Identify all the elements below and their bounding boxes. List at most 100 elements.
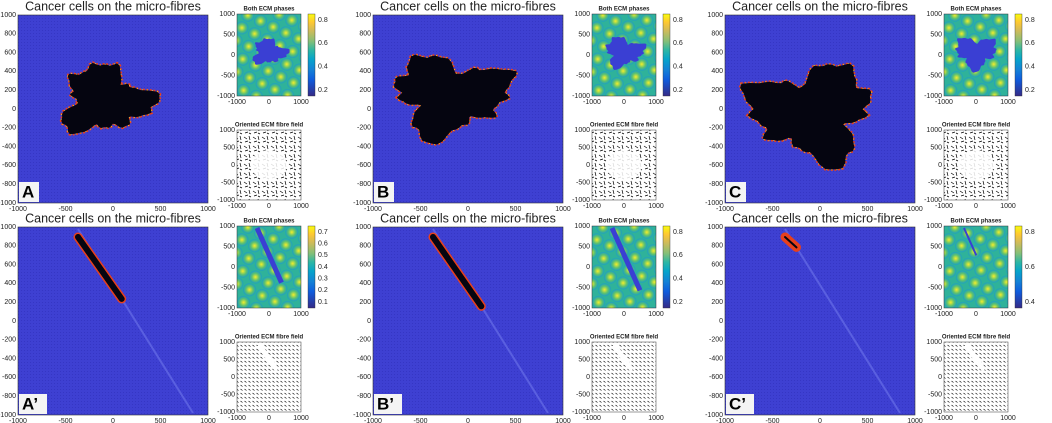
sub-y-tick-label: -1000 — [924, 93, 942, 100]
sub-x-tick-label: 0 — [622, 311, 626, 318]
sub-y-tick-label: 0 — [586, 374, 590, 381]
sub-x-tick-label: -1000 — [935, 203, 953, 210]
y-tick-label: -1000 — [0, 412, 16, 419]
y-tick-label: -200 — [2, 337, 16, 344]
y-tick-label: 400 — [711, 280, 723, 287]
sub-x-tick-label: 0 — [622, 99, 626, 106]
sub-x-tick-label: 0 — [267, 415, 271, 422]
y-tick-label: 200 — [711, 299, 723, 306]
sub-y-tick-label: 1000 — [574, 127, 590, 134]
y-tick-label: 400 — [4, 280, 16, 287]
sub-y-tick-label: 1000 — [219, 223, 235, 230]
ecm-degraded — [605, 36, 647, 70]
cell-cluster — [59, 61, 162, 136]
y-tick-label: -200 — [357, 337, 371, 344]
colorbar-tick-label: 0.2 — [673, 87, 683, 94]
colorbar-tick-label: 0.2 — [673, 299, 683, 306]
y-tick-label: 200 — [4, 299, 16, 306]
panel-letter-box — [726, 394, 754, 414]
cell-cluster — [780, 228, 901, 414]
y-tick-label: 600 — [4, 49, 16, 56]
sub-title: Both ECM phases — [243, 7, 295, 13]
sub-plot — [591, 225, 657, 309]
y-tick-label: -1000 — [705, 412, 723, 419]
colorbar — [662, 225, 671, 309]
x-tick-label: 1000 — [200, 418, 216, 423]
fibre-cleared — [256, 343, 280, 372]
y-tick-label: 0 — [12, 106, 16, 113]
ecm-degraded — [954, 38, 997, 73]
sub-x-tick-label: 1000 — [1000, 415, 1016, 422]
sub-title: Both ECM phases — [950, 219, 1002, 225]
y-tick-label: 1000 — [355, 12, 371, 19]
colorbar-tick-label: 0.7 — [318, 229, 328, 236]
y-tick-label: -1000 — [705, 200, 723, 207]
y-tick-label: -800 — [357, 393, 371, 400]
sub-title: Both ECM phases — [598, 219, 650, 225]
x-tick-label: -500 — [58, 206, 72, 213]
y-tick-label: -200 — [2, 125, 16, 132]
sub-x-tick-label: 1000 — [648, 203, 664, 210]
colorbar-tick-label: 0.6 — [1025, 40, 1035, 47]
sub-y-tick-label: 1000 — [219, 127, 235, 134]
cell-strand — [430, 234, 485, 310]
x-tick-label: 0 — [818, 418, 822, 423]
sub-y-tick-label: -500 — [576, 391, 590, 398]
sub-y-tick-label: -500 — [576, 284, 590, 291]
y-tick-label: -800 — [709, 393, 723, 400]
sub-x-tick-label: -1000 — [935, 415, 953, 422]
ecm-degraded — [963, 227, 978, 256]
sub-x-tick-label: 1000 — [648, 99, 664, 106]
panel-letter: A — [22, 182, 34, 201]
y-tick-label: 200 — [4, 87, 16, 94]
colorbar-tick-label: 0.1 — [318, 299, 328, 306]
sub-y-tick-label: 500 — [930, 144, 942, 151]
colorbar — [307, 225, 316, 309]
panel-letter-box — [374, 394, 402, 414]
x-tick-label: -1000 — [364, 418, 382, 423]
x-tick-label: 1000 — [555, 206, 571, 213]
main-title: Cancer cells on the micro-fibres — [732, 211, 908, 225]
colorbar-tick-label: 0.2 — [318, 287, 328, 294]
x-tick-label: 500 — [862, 206, 874, 213]
x-tick-label: -500 — [765, 418, 779, 423]
x-tick-label: 500 — [155, 418, 167, 423]
y-tick-label: -200 — [709, 337, 723, 344]
y-tick-label: -600 — [2, 374, 16, 381]
sub-y-tick-label: -1000 — [924, 409, 942, 416]
cell-cluster — [73, 228, 194, 414]
x-tick-label: -1000 — [9, 206, 27, 213]
panel-letter: C — [729, 182, 741, 201]
sub-y-tick-label: 1000 — [574, 339, 590, 346]
x-tick-label: 0 — [111, 206, 115, 213]
sub-plot — [591, 341, 657, 413]
sub-y-tick-label: 0 — [938, 374, 942, 381]
migration-track — [784, 228, 901, 414]
sub-x-tick-label: -1000 — [583, 311, 601, 318]
sub-y-tick-label: 1000 — [926, 127, 942, 134]
x-tick-label: 0 — [466, 418, 470, 423]
sub-x-tick-label: 0 — [622, 203, 626, 210]
x-tick-label: 500 — [510, 418, 522, 423]
y-tick-label: -200 — [357, 125, 371, 132]
colorbar-tick-label: 0.6 — [1025, 264, 1035, 271]
colorbar-tick-label: 0.4 — [1025, 64, 1035, 71]
sub-x-tick-label: 0 — [267, 99, 271, 106]
sub-y-tick-label: -500 — [221, 72, 235, 79]
sub-y-tick-label: -1000 — [924, 305, 942, 312]
sub-x-tick-label: -1000 — [583, 415, 601, 422]
sub-x-tick-label: 0 — [267, 311, 271, 318]
colorbar-tick-label: 0.2 — [318, 87, 328, 94]
y-tick-label: 1000 — [0, 12, 16, 19]
y-tick-label: -1000 — [0, 200, 16, 207]
sub-y-tick-label: 500 — [578, 144, 590, 151]
panel-letter: B’ — [377, 394, 394, 413]
sub-y-tick-label: -500 — [221, 391, 235, 398]
sub-x-tick-label: -1000 — [228, 311, 246, 318]
panel-letter-box — [19, 182, 39, 202]
y-tick-label: -600 — [709, 374, 723, 381]
sub-x-tick-label: 0 — [974, 99, 978, 106]
sub-x-tick-label: 1000 — [293, 99, 309, 106]
sub-y-tick-label: 500 — [578, 356, 590, 363]
x-tick-label: 500 — [510, 206, 522, 213]
